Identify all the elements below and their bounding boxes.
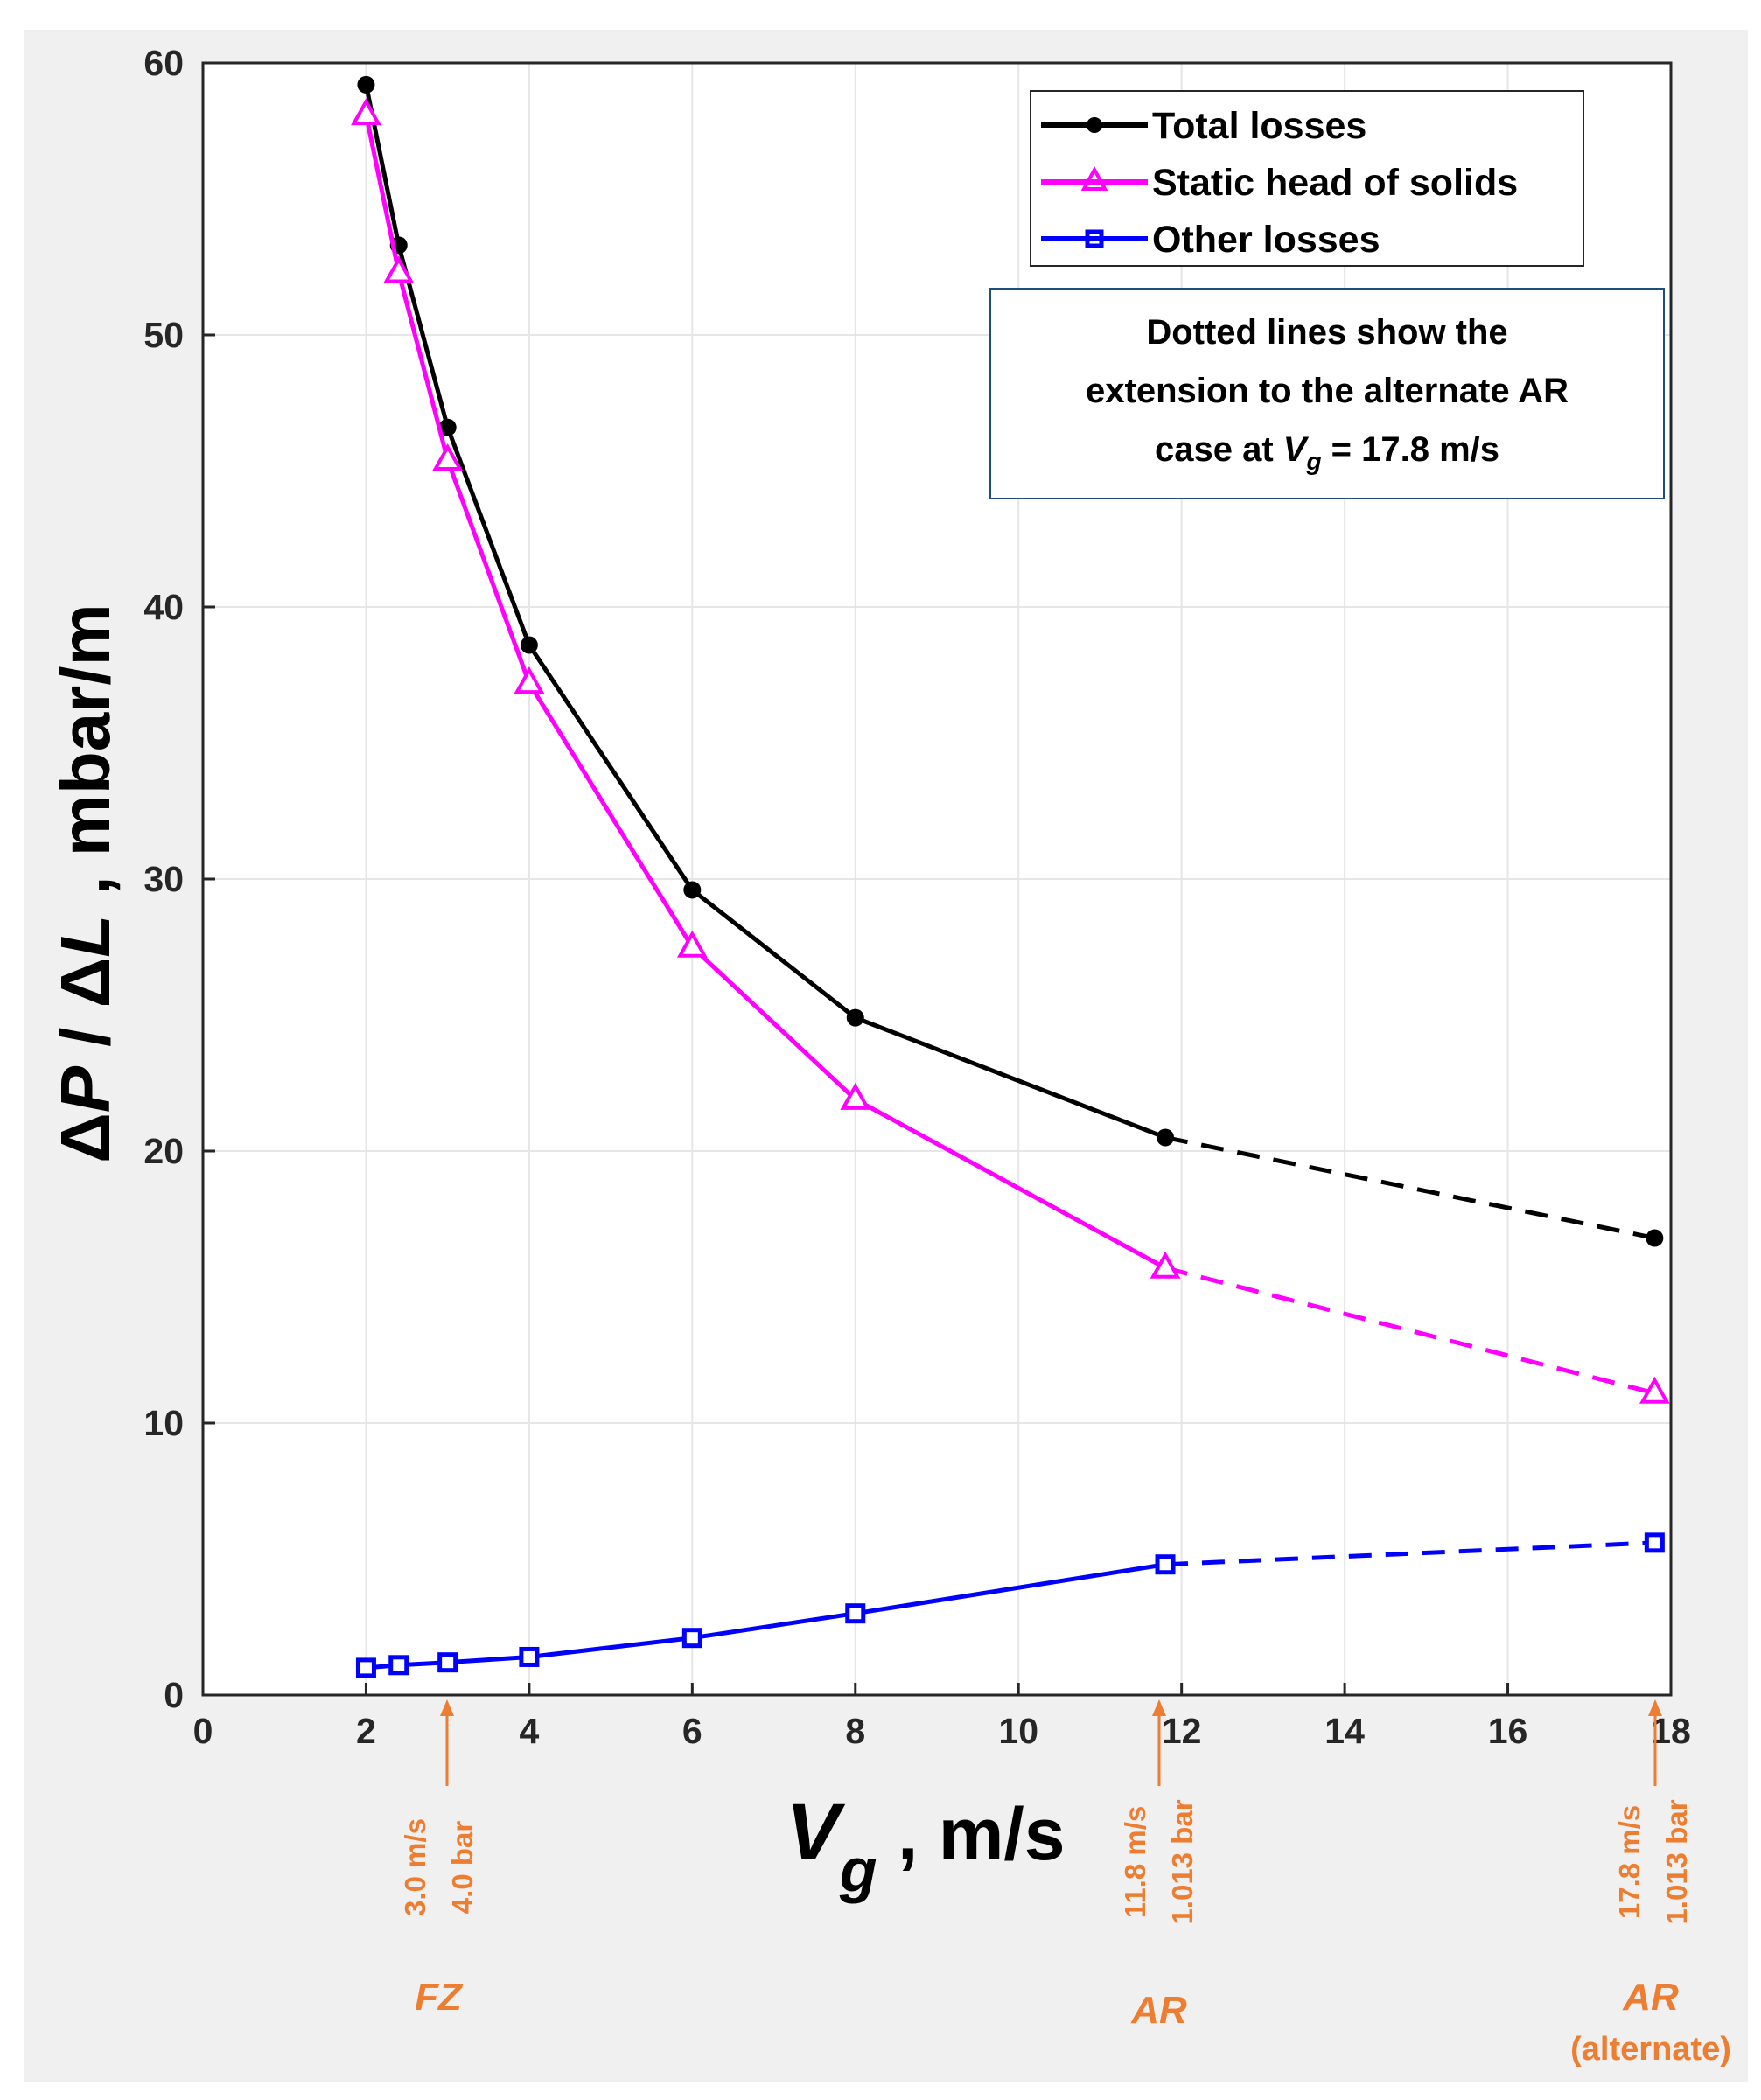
legend-marker-other (1085, 229, 1104, 248)
annotation-label-ar: AR (1130, 1989, 1187, 2032)
series-static-head-of-solids-point-3 (514, 666, 545, 694)
note-frame (989, 288, 1665, 499)
plot-area-border (201, 61, 1673, 1697)
note-line-3-pre: case at (1155, 430, 1283, 469)
series-other-losses-point-5 (845, 1603, 866, 1624)
annotation-sublabel-ar-alt: (alternate) (1570, 2031, 1731, 2068)
y-tick-label-2: 20 (143, 1131, 184, 1171)
annotation-speed-fz: 3.0 m/s (399, 1818, 431, 1916)
series-total-losses-point-4 (683, 881, 702, 899)
annotation-label-fz: FZ (415, 1976, 464, 2019)
note-line-3-post: = 17.8 m/s (1322, 430, 1499, 469)
y-axis-title-l: L (46, 915, 124, 958)
y-axis-title-delta-p: Δ (46, 1113, 124, 1163)
annotation-speed-ar: 11.8 m/s (1119, 1806, 1151, 1918)
series-total-losses-extension-line (1164, 1135, 1655, 1240)
note-line-3-var: V (1283, 430, 1310, 469)
annotation-ar-alternate: 17.8 m/s 1.013 bar AR (alternate) (1570, 1699, 1731, 2068)
series-static-head-of-solids-point-0 (351, 97, 381, 126)
series-total-losses-point-5 (846, 1008, 864, 1027)
series-static-head-of-solids (351, 97, 1670, 1404)
y-axis-title: ΔP / ΔL , mbar/m (46, 603, 124, 1163)
legend-label-static: Static head of solids (1152, 162, 1518, 204)
series-static-head-of-solids-point-7 (1639, 1376, 1670, 1404)
annotation-speed-ar-alt: 17.8 m/s (1613, 1805, 1646, 1919)
legend-marker-total (1087, 117, 1102, 133)
series-other-losses-extension-line (1164, 1540, 1655, 1567)
note-line-2: extension to the alternate AR (1086, 372, 1569, 410)
series-total-losses-point-3 (520, 636, 538, 654)
y-axis-ticks: 0 10 20 30 40 50 60 (143, 43, 215, 1715)
x-axis-title: Vg , m/s (786, 1788, 1066, 1904)
x-tick-label-2: 4 (519, 1711, 539, 1751)
x-tick-label-1: 2 (356, 1711, 376, 1751)
y-tick-label-4: 40 (143, 587, 184, 627)
y-tick-label-6: 60 (143, 43, 184, 83)
x-tick-label-7: 14 (1324, 1711, 1365, 1751)
series-static-head-of-solids-point-1 (383, 255, 415, 283)
x-axis-title-sub: g (839, 1836, 877, 1904)
x-tick-label-9: 18 (1651, 1711, 1691, 1751)
series-other-losses (355, 1532, 1665, 1678)
note-box: Dotted lines show the extension to the a… (989, 288, 1665, 499)
x-tick-label-8: 16 (1488, 1711, 1528, 1751)
series-static-head-of-solids-extension-line (1164, 1266, 1655, 1396)
annotation-label-ar-alt: AR (1622, 1976, 1679, 2019)
legend-label-total: Total losses (1152, 105, 1366, 147)
series-total-losses-point-6 (1157, 1128, 1175, 1147)
note-line-1: Dotted lines show the (1146, 313, 1507, 352)
series-static-head-of-solids-point-6 (1150, 1251, 1181, 1279)
series-total-losses-point-2 (438, 418, 457, 436)
series-other-losses-point-3 (519, 1646, 540, 1667)
x-axis-title-var: V (786, 1788, 846, 1877)
annotation-arrowhead-fz (440, 1699, 454, 1716)
x-tick-label-5: 10 (998, 1711, 1038, 1751)
annotation-pressure-fz: 4.0 bar (446, 1821, 479, 1915)
note-line-3: case at Vg = 17.8 m/s (1155, 430, 1499, 475)
y-axis-title-slash: / (46, 1008, 124, 1066)
series-total-losses (357, 75, 1664, 1247)
y-axis-title-p: P (46, 1065, 124, 1113)
note-line-3-sub: g (1305, 448, 1321, 475)
legend-marker-static (1080, 165, 1108, 191)
annotation-pressure-ar-alt: 1.013 bar (1660, 1799, 1693, 1924)
y-tick-label-5: 50 (143, 315, 184, 355)
annotation-fz: 3.0 m/s 4.0 bar FZ (399, 1699, 479, 2019)
x-tick-label-0: 0 (193, 1711, 213, 1751)
y-tick-label-3: 30 (143, 859, 184, 899)
y-tick-label-0: 0 (164, 1675, 184, 1715)
series-layer (351, 75, 1670, 1678)
legend-label-other: Other losses (1152, 219, 1380, 261)
series-other-losses-point-7 (1644, 1532, 1665, 1553)
series-other-losses-point-4 (681, 1628, 702, 1649)
legend: Total losses Static head of solids Other… (1030, 90, 1584, 267)
y-axis-title-delta-l: Δ (46, 958, 124, 1008)
x-tick-label-4: 8 (845, 1711, 865, 1751)
x-tick-label-6: 12 (1162, 1711, 1202, 1751)
y-tick-label-1: 10 (143, 1403, 184, 1443)
series-total-losses-point-0 (357, 75, 375, 94)
series-other-losses-point-1 (388, 1655, 409, 1676)
series-other-losses-point-2 (437, 1652, 458, 1673)
x-tick-label-3: 6 (682, 1711, 702, 1751)
series-total-losses-point-7 (1646, 1229, 1664, 1247)
annotation-arrowhead-ar (1152, 1699, 1166, 1716)
series-other-losses-point-0 (355, 1657, 376, 1678)
series-static-head-of-solids-point-5 (840, 1082, 871, 1110)
series-static-head-of-solids-point-4 (676, 930, 708, 958)
series-static-head-of-solids-point-2 (432, 443, 464, 471)
annotation-pressure-ar: 1.013 bar (1166, 1799, 1198, 1924)
x-axis-title-rest: , m/s (877, 1793, 1066, 1875)
y-axis-title-rest: , mbar/m (46, 603, 124, 915)
series-other-losses-point-6 (1155, 1554, 1176, 1575)
annotation-ar: 11.8 m/s 1.013 bar AR (1119, 1699, 1198, 2032)
annotation-arrowhead-ar-alt (1648, 1699, 1662, 1716)
